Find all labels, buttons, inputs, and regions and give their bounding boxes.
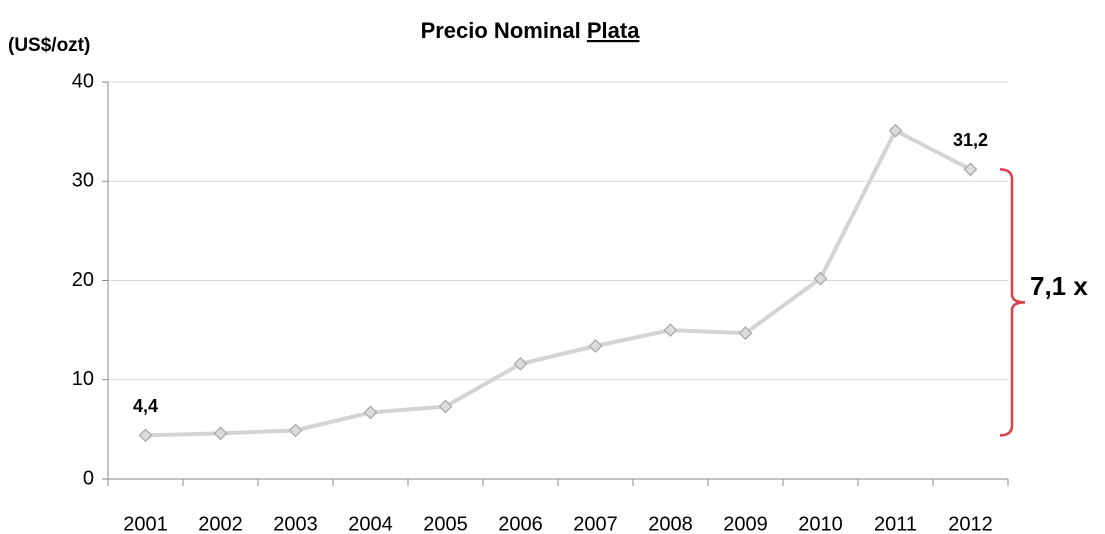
- y-tick-label: 0: [83, 467, 94, 489]
- x-tick-label: 2011: [874, 513, 917, 534]
- x-tick-label: 2007: [573, 513, 618, 534]
- x-tick-label: 2012: [948, 513, 993, 534]
- x-tick-label: 2005: [423, 513, 468, 534]
- title-underlined: Plata: [587, 18, 640, 43]
- marker: [813, 271, 828, 286]
- marker: [963, 162, 978, 177]
- marker: [513, 357, 528, 371]
- x-tick-label: 2006: [498, 513, 543, 534]
- marker: [288, 423, 303, 438]
- x-tick-label: 2002: [198, 513, 243, 534]
- x-tick-label: 2003: [273, 513, 318, 534]
- y-tick-label: 30: [72, 170, 94, 192]
- marker: [363, 405, 378, 420]
- marker: [738, 326, 753, 340]
- y-tick-label: 10: [72, 368, 94, 390]
- x-tick-label: 2001: [123, 513, 168, 534]
- x-tick-label: 2009: [723, 513, 768, 534]
- marker: [438, 399, 453, 414]
- x-tick-label: 2004: [348, 513, 393, 534]
- line: [145, 128, 972, 438]
- marker: [663, 323, 678, 337]
- bracket: [999, 168, 1026, 437]
- x-tick-label: 2008: [648, 513, 693, 534]
- marker: [213, 426, 228, 441]
- y-axis-label: (US$/ozt): [8, 35, 90, 56]
- annotation: 7,1 x: [1030, 271, 1088, 301]
- chart-title: Precio Nominal Plata: [421, 18, 641, 43]
- marker: [588, 339, 603, 353]
- data-label: 4,4: [133, 396, 158, 416]
- y-tick-label: 40: [72, 70, 94, 92]
- title-main: Precio Nominal: [421, 18, 581, 43]
- marker: [888, 123, 903, 138]
- x-tick-label: 2010: [798, 513, 843, 534]
- y-tick-label: 20: [72, 269, 94, 291]
- data-label: 31,2: [953, 130, 988, 150]
- marker: [138, 428, 153, 443]
